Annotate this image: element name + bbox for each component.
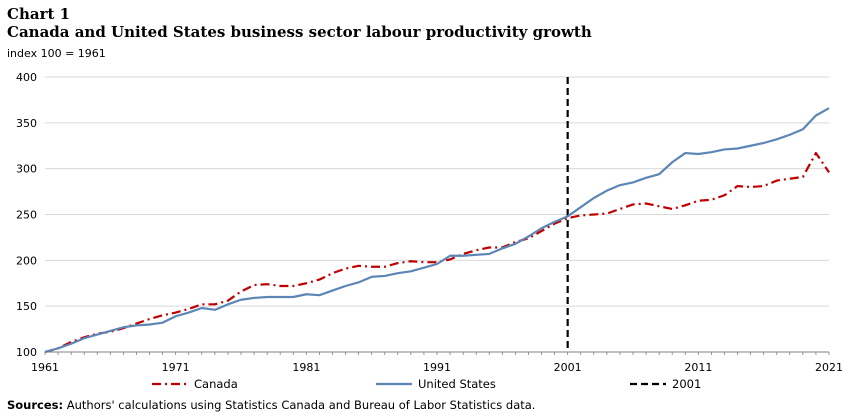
x-tick-label-1961: 1961 [31, 361, 59, 374]
legend-swatch-2001 [630, 382, 666, 386]
source-prefix: Sources: [7, 398, 64, 412]
legend-label-2001: 2001 [672, 377, 702, 391]
source-note: Sources: Authors' calculations using Sta… [7, 398, 535, 412]
series-line-united-states [44, 107, 830, 354]
legend-item-2001: 2001 [630, 377, 701, 391]
legend-item-united-states: United States [376, 377, 496, 391]
legend-swatch-canada [152, 382, 188, 386]
legend: Canada United States 2001 [0, 377, 851, 395]
x-tick-label-2011: 2011 [684, 361, 712, 374]
x-tick-label-2021: 2021 [815, 361, 843, 374]
x-tick-label-1991: 1991 [423, 361, 451, 374]
legend-label-united-states: United States [418, 377, 496, 391]
series-line-canada [44, 151, 830, 354]
source-text: Authors' calculations using Statistics C… [66, 398, 536, 412]
y-tick-label-350: 350 [16, 117, 37, 130]
legend-item-canada: Canada [152, 377, 238, 391]
x-tick-label-1981: 1981 [292, 361, 320, 374]
y-tick-label-250: 250 [16, 209, 37, 222]
legend-label-canada: Canada [194, 377, 238, 391]
x-tick-label-2001: 2001 [554, 361, 582, 374]
y-tick-label-400: 400 [16, 71, 37, 84]
chart-subtitle: index 100 = 1961 [7, 47, 106, 60]
legend-swatch-united-states [376, 382, 412, 386]
chart-title: Canada and United States business sector… [7, 23, 592, 41]
y-tick-label-300: 300 [16, 163, 37, 176]
x-tick-label-1971: 1971 [162, 361, 190, 374]
line-chart: 100 150 200 250 300 350 400 1961 1971 1981 1991 200… [16, 71, 843, 374]
y-tick-label-200: 200 [16, 254, 37, 267]
y-tick-label-100: 100 [16, 346, 37, 359]
chart-label: Chart 1 [7, 5, 71, 23]
y-tick-label-150: 150 [16, 300, 37, 313]
